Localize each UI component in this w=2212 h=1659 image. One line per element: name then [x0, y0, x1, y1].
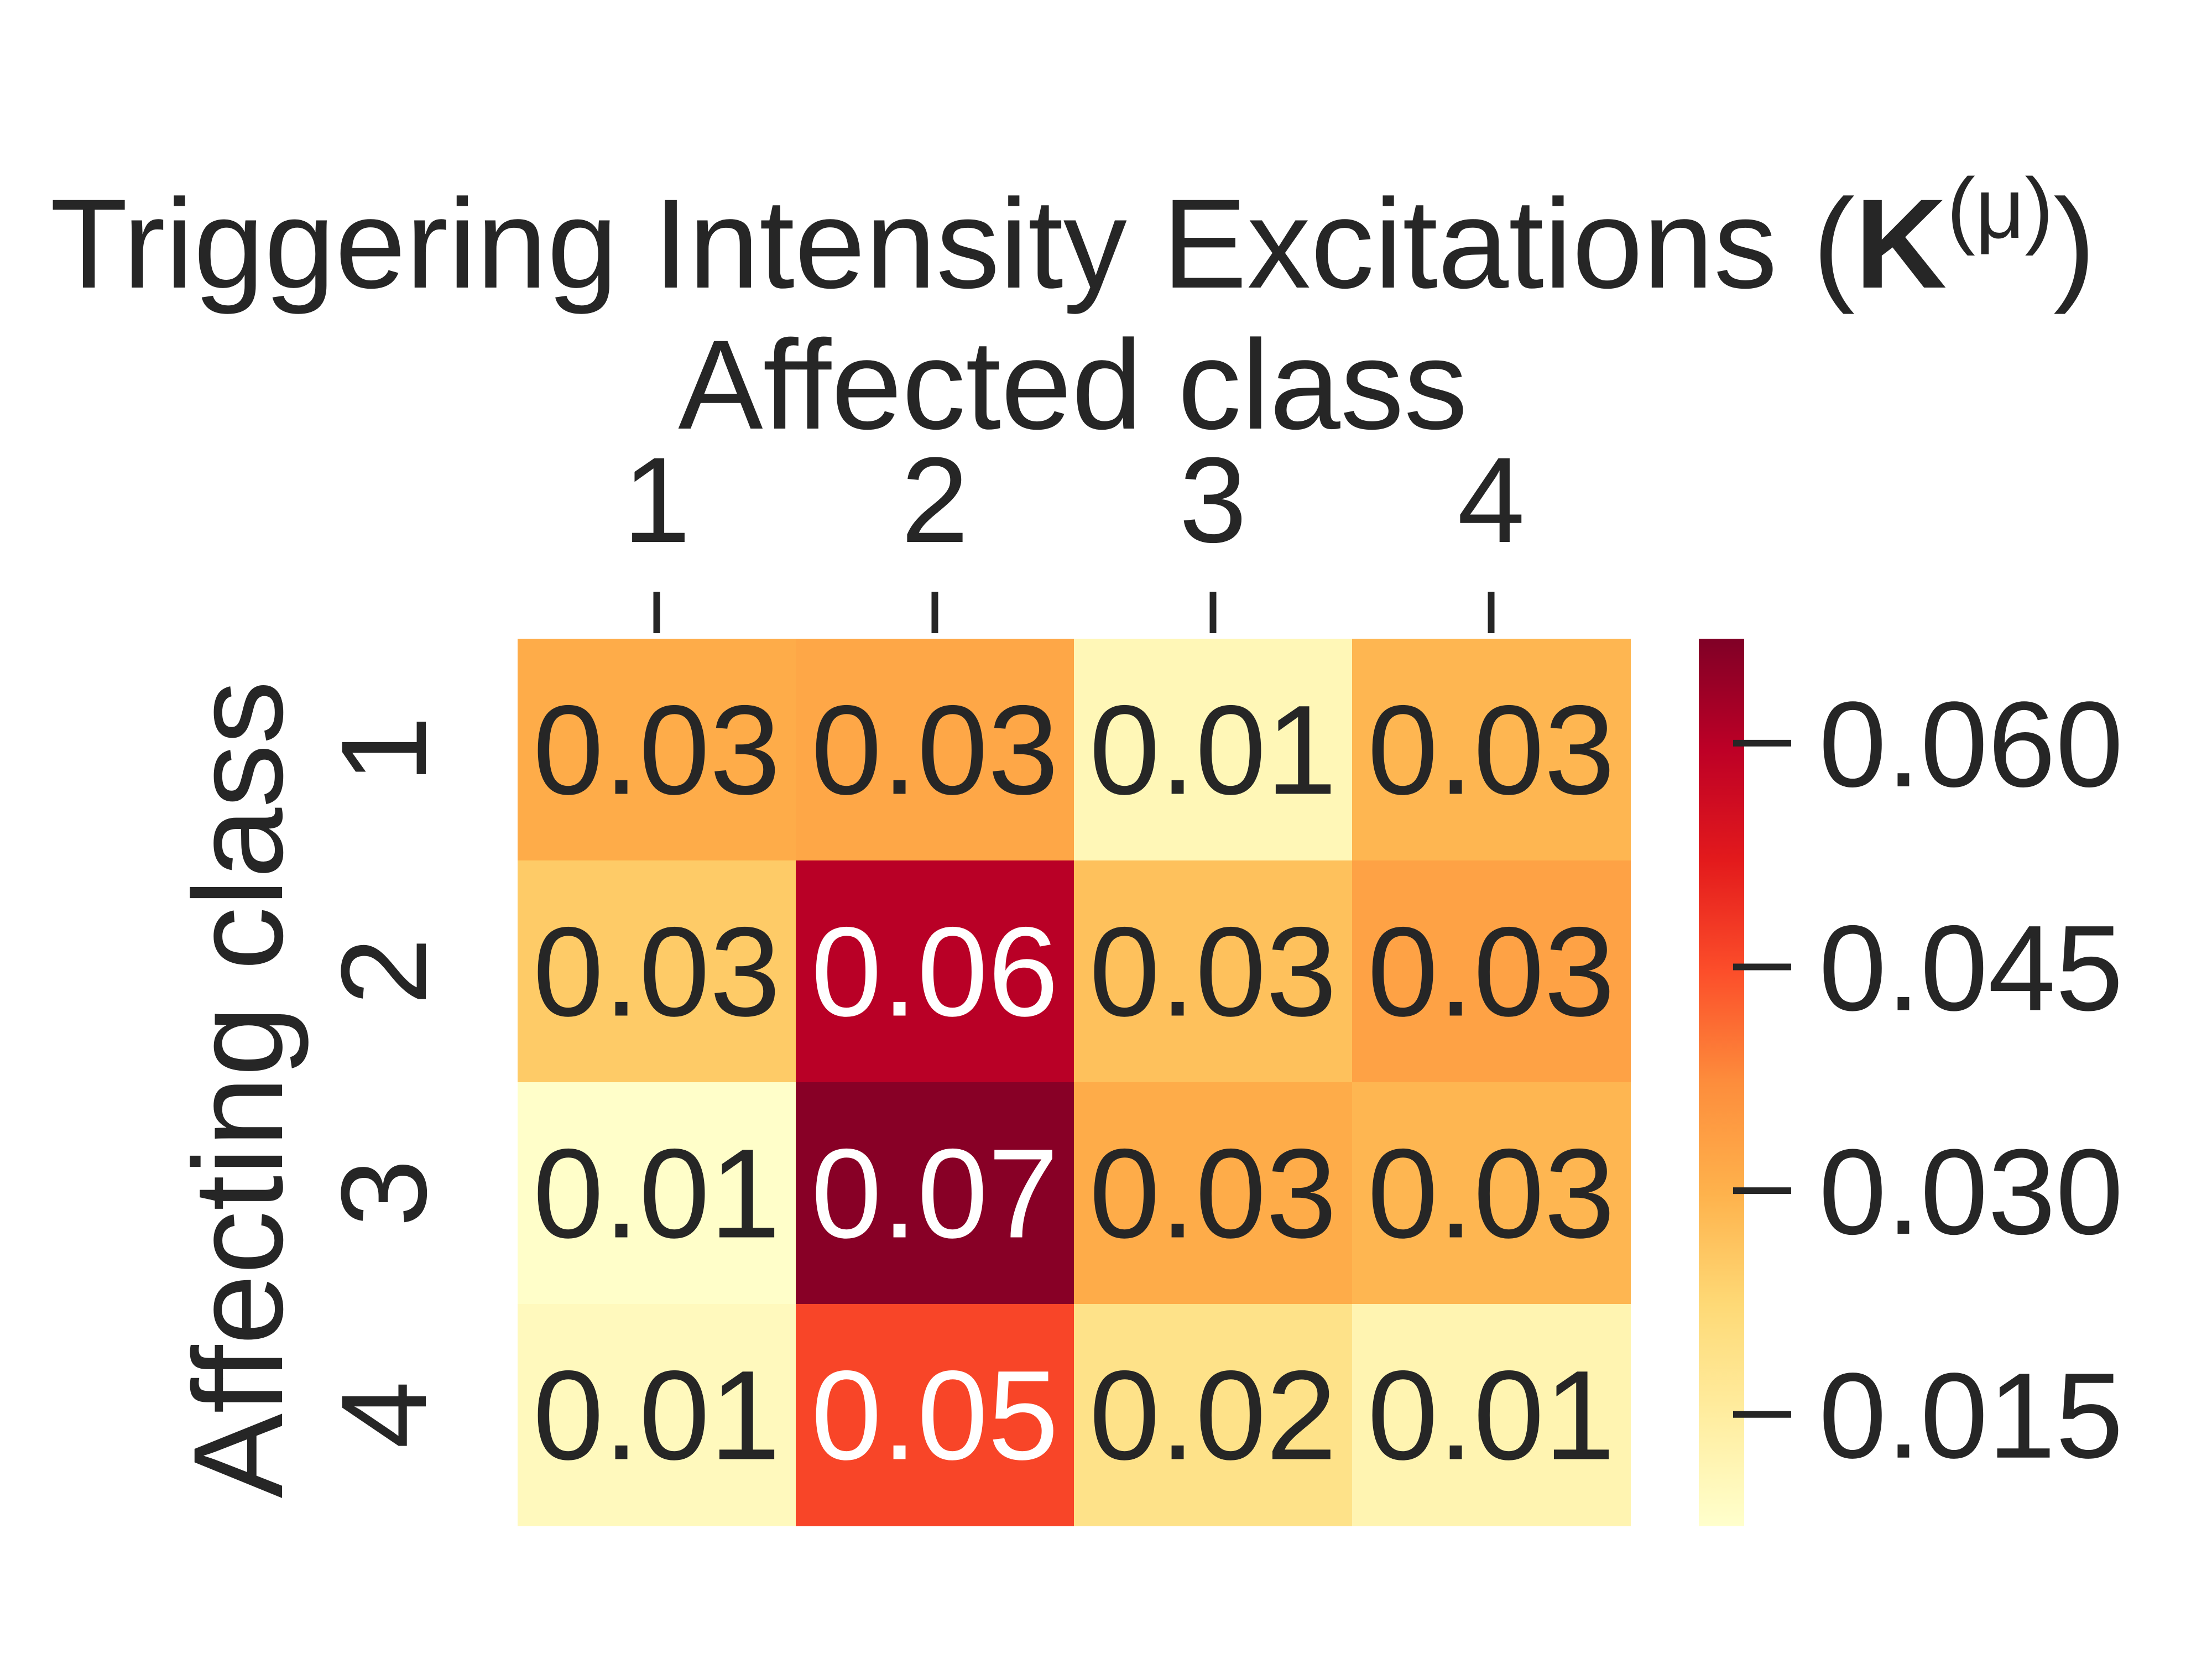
heatmap-cell-label: 0.02: [1089, 1344, 1337, 1486]
heatmap-cell-labels: 0.03 0.03 0.01 0.030.03 0.06 0.03 0.030.01 0.07…: [533, 679, 1615, 1486]
colorbar-tick-label: 0.045: [1819, 900, 2124, 1036]
heatmap-cell: [796, 639, 1074, 861]
heatmap-cell-label: 0.01: [533, 1123, 781, 1265]
heatmap-cell-label: 0.03: [533, 679, 781, 821]
colorbar-tick-label: 0.060: [1819, 676, 2124, 812]
colorbar-tick-label: 0.030: [1819, 1124, 2124, 1260]
heatmap-cell-label: 0.03: [533, 901, 781, 1043]
heatmap-cell: [1074, 860, 1353, 1083]
heatmap-cell-label: 0.03: [1089, 901, 1337, 1043]
heatmap-cell: [1352, 1082, 1631, 1305]
y-axis-label: Affecting class: [167, 681, 309, 1499]
heatmap-cell-label: 0.03: [1368, 901, 1615, 1043]
y-tick-label: 3: [316, 1159, 452, 1227]
y-tick-label: 4: [316, 1381, 452, 1448]
heatmap-cell-label: 0.05: [811, 1344, 1059, 1486]
heatmap-cell-label: 0.07: [811, 1123, 1059, 1265]
x-axis-ticks: 1 2 3 4: [623, 432, 1525, 633]
chart-title-superscript: (μ): [1947, 160, 2053, 256]
heatmap-cell-label: 0.06: [811, 901, 1059, 1043]
y-tick-label: 1: [316, 716, 452, 783]
heatmap-cell: [796, 1304, 1074, 1526]
heatmap-cell: [1074, 1304, 1353, 1526]
heatmap-cell: [518, 1082, 796, 1305]
heatmap-cell-label: 0.03: [811, 679, 1059, 821]
heatmap-cell: [796, 860, 1074, 1083]
x-axis-label: Affected class: [678, 314, 1468, 456]
x-tick-label: 1: [623, 432, 690, 568]
heatmap-cell: [1074, 639, 1353, 861]
heatmap-cell-label: 0.03: [1368, 1123, 1615, 1265]
y-axis-ticks: 1 2 3 4: [316, 716, 452, 1448]
x-tick-label: 3: [1179, 432, 1246, 568]
chart-title-close: ): [2053, 173, 2096, 315]
heatmap-cell-label: 0.01: [1089, 679, 1337, 821]
heatmap-cell: [1352, 1304, 1631, 1526]
heatmap-cell-label: 0.03: [1089, 1123, 1337, 1265]
chart-title: Triggering Intensity Excitations (K(μ)): [50, 160, 2095, 315]
heatmap-cell: [1074, 1082, 1353, 1305]
heatmap-cell-label: 0.03: [1368, 679, 1615, 821]
x-tick-label: 2: [901, 432, 968, 568]
colorbar: [1699, 639, 1744, 1526]
heatmap-cell: [796, 1082, 1074, 1305]
heatmap-cell: [1352, 860, 1631, 1083]
heatmap-cell: [518, 860, 796, 1083]
heatmap-cells: [518, 639, 1631, 1526]
chart-title-text: Triggering Intensity Excitations (K(μ)): [50, 160, 2095, 315]
chart-title-main: Triggering Intensity Excitations (: [50, 173, 1855, 315]
y-tick-label: 2: [316, 937, 452, 1005]
heatmap-cell: [518, 639, 796, 861]
heatmap-cell-label: 0.01: [1368, 1344, 1615, 1486]
heatmap-cell: [518, 1304, 796, 1526]
colorbar-ticks: 0.015 0.030 0.045 0.060: [1733, 676, 2124, 1484]
x-tick-label: 4: [1457, 432, 1525, 568]
chart-title-symbol: K: [1855, 173, 1947, 315]
heatmap-cell-label: 0.01: [533, 1344, 781, 1486]
heatmap-cell: [1352, 639, 1631, 861]
colorbar-tick-label: 0.015: [1819, 1348, 2124, 1484]
